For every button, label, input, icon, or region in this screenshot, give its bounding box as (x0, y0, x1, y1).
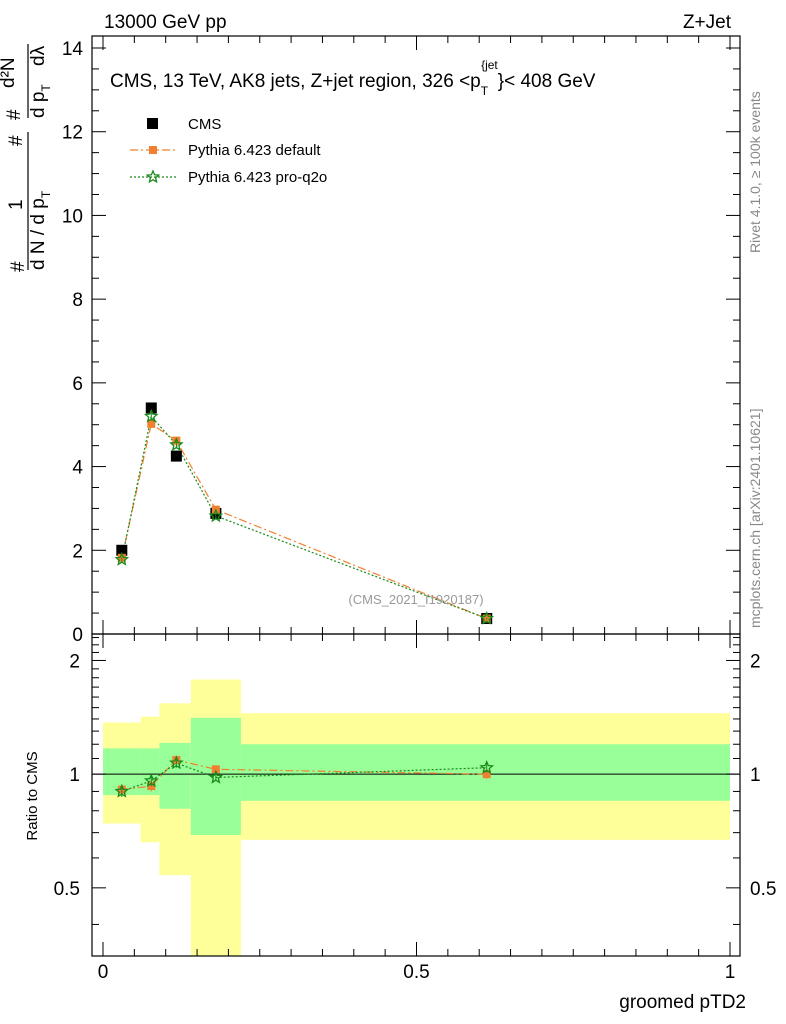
cms-data-point (116, 544, 128, 556)
y-tick-label: 8 (72, 290, 83, 311)
ratio-pro-q2o-point (143, 773, 159, 788)
x-tick-label: 1 (725, 962, 736, 983)
legend-label-cms: CMS (188, 116, 221, 133)
pro-q2o-data-point (143, 408, 159, 423)
cms-data-point (145, 402, 157, 414)
chart-title-tail: }< 408 GeV (498, 71, 596, 92)
y-tick-label: 12 (62, 123, 83, 144)
chart-title-sub: T (481, 84, 489, 98)
ratio-pro-q2o-point (114, 783, 130, 798)
header-left: 13000 GeV pp (104, 12, 227, 33)
main-series-markers (114, 402, 495, 625)
ratio-tick-label-right: 0.5 (750, 879, 776, 900)
ylabel-dp: d pT (28, 84, 53, 118)
ratio-default-point (482, 770, 491, 779)
ylabel-num: d²N (0, 57, 19, 88)
y-tick-label: 14 (62, 39, 84, 60)
ylabel-den: d N / d pT (28, 190, 53, 270)
y-tick-label: 10 (62, 206, 83, 227)
ylabel-dlambda: dλ (28, 45, 49, 66)
y-tick-label: 4 (72, 458, 83, 479)
ylabel-one: 1 (6, 199, 27, 210)
inner-uncertainty-band (159, 742, 191, 809)
ratio-tick-label-right: 2 (750, 651, 761, 672)
pro-q2o-data-point (208, 508, 224, 523)
ratio-tick-label-left: 0.5 (54, 879, 80, 900)
legend-label-pro-q2o: Pythia 6.423 pro-q2o (188, 169, 327, 186)
legend-marker-cms (147, 118, 158, 129)
legend: CMS Pythia 6.423 default Pythia 6.423 pr… (130, 116, 327, 186)
ratio-series-line (121, 762, 487, 792)
pro-q2o-data-point (114, 551, 130, 566)
ylabel-hash3: # (6, 135, 27, 146)
ratio-y-ticks: 0.5 0.5 1 1 2 2 (54, 637, 776, 925)
ratio-y-label: Ratio to CMS (24, 751, 41, 840)
ratio-tick-label-left: 1 (69, 765, 80, 786)
default-data-point (172, 436, 181, 445)
ratio-tick-label-right: 1 (750, 765, 761, 786)
ratio-pro-q2o-point (479, 760, 495, 774)
legend-marker-default (149, 146, 157, 154)
mcplots-label: mcplots.cern.ch [arXiv:2401.10621] (747, 409, 763, 628)
y-tick-label: 6 (72, 374, 83, 395)
rivet-label: Rivet 4.1.0, ≥ 100k events (747, 91, 763, 253)
ratio-uncertainty-bands (103, 679, 730, 956)
x-tick-label: 0 (98, 962, 109, 983)
ylabel-hash: # (8, 261, 29, 272)
x-tick-label: 0.5 (403, 962, 429, 983)
ratio-default-point (211, 765, 220, 774)
watermark: (CMS_2021_I1920187) (348, 592, 483, 607)
chart-title: CMS, 13 TeV, AK8 jets, Z+jet region, 326… (110, 58, 596, 98)
ratio-pro-q2o-point (208, 769, 224, 784)
ratio-series-markers (114, 755, 495, 798)
cms-data-point (170, 450, 182, 462)
chart-title-main: CMS, 13 TeV, AK8 jets, Z+jet region, 326… (110, 71, 481, 92)
ylabel-hash2: # (4, 109, 25, 120)
header-right: Z+Jet (683, 12, 732, 33)
default-data-point (147, 419, 156, 428)
legend-label-default: Pythia 6.423 default (188, 142, 321, 159)
main-y-ticks: 0 2 4 6 8 10 12 14 (62, 36, 740, 646)
y-tick-label: 2 (72, 541, 83, 562)
x-ticks: 0 0.5 1 (98, 634, 736, 983)
pro-q2o-data-point (169, 437, 184, 452)
ratio-panel: 0.5 0.51 12 2 0 0.5 1 (54, 633, 776, 983)
chart-title-sup: {jet (481, 58, 498, 72)
ratio-pro-q2o-point (169, 755, 184, 770)
x-axis-label: groomed pTD2 (619, 992, 746, 1013)
y-tick-label: 0 (72, 625, 83, 646)
legend-marker-pro-q2o (145, 169, 161, 184)
main-y-label: # 1 d N / d pT # d²N # d pT dλ (0, 44, 53, 272)
ratio-tick-label-left: 2 (69, 651, 80, 672)
main-panel: 0 2 4 6 8 10 12 14 CMS, 13 TeV, AK8 jets, Z+jet… (62, 35, 741, 646)
pro-q2o-data-point (479, 610, 495, 625)
